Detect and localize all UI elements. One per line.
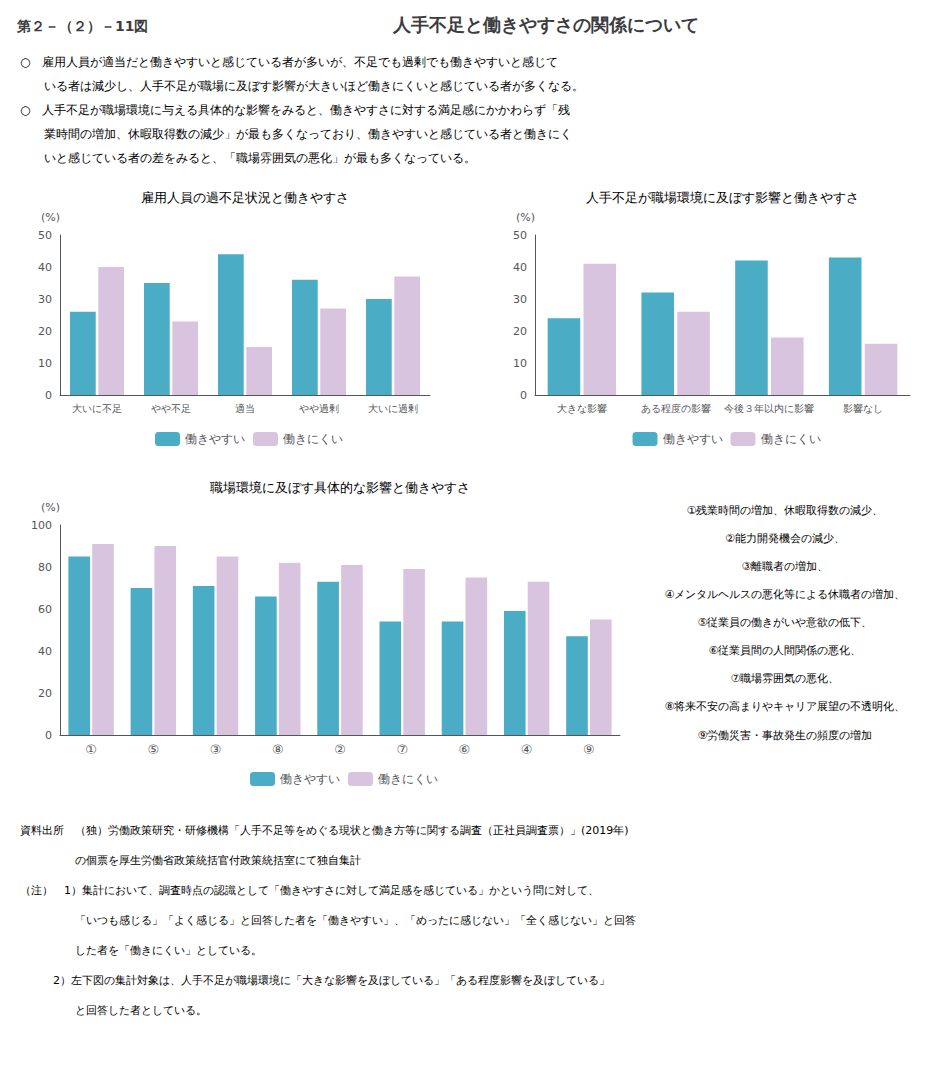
svg-text:20: 20 [38, 325, 52, 338]
svg-text:④: ④ [521, 742, 533, 757]
svg-text:「いつも感じる」「よく感じる」と回答した者を「働きやすい」、: 「いつも感じる」「よく感じる」と回答した者を「働きやすい」、「めったに感じない」… [20, 914, 636, 927]
svg-text:④メンタルヘルスの悪化等による休職者の増加、: ④メンタルヘルスの悪化等による休職者の増加、 [665, 588, 906, 601]
svg-text:100: 100 [31, 519, 52, 532]
svg-text:40: 40 [38, 645, 52, 658]
svg-text:20: 20 [38, 687, 52, 700]
svg-text:⑤従業員の働きがいや意欲の低下、: ⑤従業員の働きがいや意欲の低下、 [698, 616, 873, 629]
svg-text:(%): (%) [516, 211, 535, 224]
svg-text:人手不足と働きやすさの関係について: 人手不足と働きやすさの関係について [392, 14, 699, 35]
svg-text:0: 0 [520, 389, 527, 402]
svg-text:と回答した者としている。: と回答した者としている。 [20, 1004, 207, 1017]
svg-text:②: ② [334, 742, 346, 757]
svg-text:40: 40 [513, 261, 527, 274]
svg-text:0: 0 [45, 389, 52, 402]
svg-text:⑤: ⑤ [148, 742, 160, 757]
svg-text:ある程度の影響: ある程度の影響 [641, 403, 711, 414]
svg-text:働きにくい: 働きにくい [378, 772, 438, 786]
svg-text:適当: 適当 [235, 403, 255, 414]
svg-text:資料出所 （独）労働政策研究・研修機構「人手不足等をめぐる現: 資料出所 （独）労働政策研究・研修機構「人手不足等をめぐる現状と働き方等に関する… [20, 824, 629, 837]
svg-text:働きやすい: 働きやすい [663, 432, 723, 446]
svg-text:業時間の増加、休暇取得数の減少」が最も多くなっており、働きや: 業時間の増加、休暇取得数の減少」が最も多くなっており、働きやすいと感じている者と… [20, 127, 572, 141]
svg-text:30: 30 [38, 293, 52, 306]
svg-text:やや過剰: やや過剰 [299, 403, 339, 414]
svg-text:（注） 1）集計において、調査時点の認識として「働きやすさに: （注） 1）集計において、調査時点の認識として「働きやすさに対して満足感を感じて… [20, 884, 599, 897]
svg-text:20: 20 [513, 325, 527, 338]
svg-text:大いに過剰: 大いに過剰 [368, 403, 418, 414]
svg-text:やや不足: やや不足 [151, 403, 191, 414]
svg-text:いる者は減少し、人手不足が職場に及ぼす影響が大きいほど働きに: いる者は減少し、人手不足が職場に及ぼす影響が大きいほど働きにくいと感じている者が… [20, 79, 584, 93]
svg-text:第２－（２）－11図: 第２－（２）－11図 [16, 18, 148, 34]
svg-text:⑦: ⑦ [396, 742, 408, 757]
svg-text:0: 0 [45, 729, 52, 742]
svg-text:大いに不足: 大いに不足 [72, 403, 122, 414]
svg-text:人手不足が職場環境に及ぼす影響と働きやすさ: 人手不足が職場環境に及ぼす影響と働きやすさ [586, 190, 859, 205]
svg-text:いと感じている者の差をみると、「職場雰囲気の悪化」が最も多く: いと感じている者の差をみると、「職場雰囲気の悪化」が最も多くなっている。 [20, 151, 476, 165]
svg-text:10: 10 [38, 357, 52, 370]
svg-text:50: 50 [513, 229, 527, 242]
svg-text:今後３年以内に影響: 今後３年以内に影響 [724, 403, 814, 414]
svg-text:10: 10 [513, 357, 527, 370]
svg-text:○ 人手不足が職場環境に与える具体的な影響をみると、働きやす: ○ 人手不足が職場環境に与える具体的な影響をみると、働きやすさに対する満足感にか… [20, 103, 570, 117]
svg-text:50: 50 [38, 229, 52, 242]
svg-text:①: ① [85, 742, 97, 757]
svg-text:の個票を厚生労働省政策統括官付政策統括室にて独自集計: の個票を厚生労働省政策統括官付政策統括室にて独自集計 [20, 854, 361, 867]
svg-text:働きやすい: 働きやすい [280, 772, 340, 786]
svg-text:⑨: ⑨ [583, 742, 595, 757]
svg-text:⑦職場雰囲気の悪化、: ⑦職場雰囲気の悪化、 [731, 672, 840, 685]
svg-text:⑥従業員間の人間関係の悪化、: ⑥従業員間の人間関係の悪化、 [709, 644, 862, 657]
svg-text:⑧: ⑧ [272, 742, 284, 757]
svg-text:働きにくい: 働きにくい [283, 432, 343, 446]
svg-text:③: ③ [210, 742, 222, 757]
svg-text:大きな影響: 大きな影響 [557, 403, 607, 414]
svg-text:⑨労働災害・事故発生の頻度の増加: ⑨労働災害・事故発生の頻度の増加 [698, 729, 873, 742]
svg-text:⑥: ⑥ [459, 742, 471, 757]
svg-text:2）左下図の集計対象は、人手不足が職場環境に「大きな影響を及: 2）左下図の集計対象は、人手不足が職場環境に「大きな影響を及ぼしている」「ある程… [20, 974, 610, 987]
svg-text:60: 60 [38, 603, 52, 616]
svg-text:①残業時間の増加、休暇取得数の減少、: ①残業時間の増加、休暇取得数の減少、 [687, 504, 884, 517]
svg-text:した者を「働きにくい」としている。: した者を「働きにくい」としている。 [20, 944, 262, 957]
svg-text:働きやすい: 働きやすい [185, 432, 245, 446]
svg-text:○ 雇用人員が適当だと働きやすいと感じている者が多いが、不足: ○ 雇用人員が適当だと働きやすいと感じている者が多いが、不足でも過剰でも働きやす… [20, 55, 558, 69]
svg-text:影響なし: 影響なし [843, 403, 883, 414]
svg-text:80: 80 [38, 561, 52, 574]
svg-text:40: 40 [38, 261, 52, 274]
svg-text:(%): (%) [41, 211, 60, 224]
svg-text:②能力開発機会の減少、: ②能力開発機会の減少、 [725, 532, 845, 545]
svg-text:職場環境に及ぼす具体的な影響と働きやすさ: 職場環境に及ぼす具体的な影響と働きやすさ [210, 480, 470, 495]
svg-text:働きにくい: 働きにくい [761, 432, 821, 446]
svg-text:③離職者の増加、: ③離職者の増加、 [742, 560, 829, 573]
svg-text:雇用人員の過不足状況と働きやすさ: 雇用人員の過不足状況と働きやすさ [141, 190, 349, 205]
svg-text:⑧将来不安の高まりやキャリア展望の不透明化、: ⑧将来不安の高まりやキャリア展望の不透明化、 [665, 700, 906, 713]
svg-text:(%): (%) [41, 501, 60, 514]
svg-text:30: 30 [513, 293, 527, 306]
